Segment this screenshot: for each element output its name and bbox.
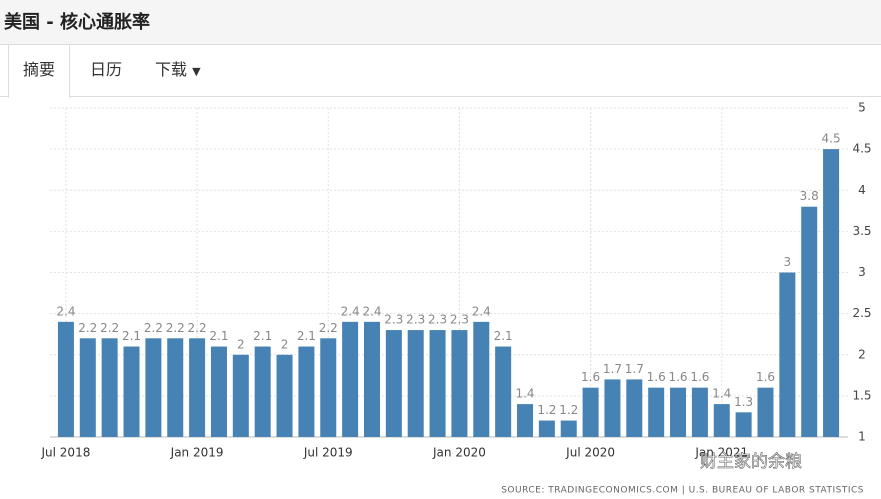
watermark: 财主家的余粮 — [700, 452, 802, 472]
y-tick-label: 1.5 — [852, 388, 871, 402]
page-title: 美国 - 核心通胀率 — [4, 12, 151, 33]
value-label: 1.7 — [625, 362, 644, 376]
bar — [451, 330, 468, 437]
bar — [407, 330, 424, 437]
bar — [670, 387, 687, 437]
value-label: 3.8 — [800, 189, 819, 203]
value-label: 2.3 — [406, 313, 425, 327]
value-label: 2.3 — [450, 313, 469, 327]
value-label: 2.2 — [100, 321, 119, 335]
bar — [517, 404, 534, 437]
value-label: 2 — [237, 337, 245, 351]
bar — [713, 404, 730, 437]
value-label: 1.6 — [756, 370, 775, 384]
bar — [582, 387, 599, 437]
value-label: 2.1 — [209, 329, 228, 343]
value-label: 2.1 — [297, 329, 316, 343]
y-tick-label: 2.5 — [852, 306, 871, 320]
y-tick-label: 2 — [858, 347, 866, 361]
y-tick-label: 4.5 — [852, 142, 871, 156]
bar — [342, 321, 359, 437]
value-label: 2.3 — [384, 313, 403, 327]
x-tick-label: Jul 2019 — [303, 446, 353, 460]
bar — [648, 387, 665, 437]
value-label: 2.4 — [362, 304, 381, 318]
bar — [823, 149, 840, 437]
value-label: 1.7 — [603, 362, 622, 376]
value-label: 2.1 — [253, 329, 272, 343]
y-tick-label: 4 — [858, 183, 866, 197]
value-label: 1.2 — [559, 403, 578, 417]
value-label: 2.4 — [472, 304, 491, 318]
bar — [276, 354, 293, 437]
bar — [298, 346, 315, 437]
value-label: 2.2 — [166, 321, 185, 335]
bar — [626, 379, 643, 437]
value-label: 1.2 — [537, 403, 556, 417]
value-label: 1.4 — [712, 387, 731, 401]
bar — [604, 379, 621, 437]
y-tick-label: 3.5 — [852, 224, 871, 238]
value-label: 1.3 — [734, 395, 753, 409]
bar — [560, 420, 577, 437]
bar — [145, 338, 162, 437]
bar — [385, 330, 402, 437]
value-label: 2.2 — [78, 321, 97, 335]
bar — [254, 346, 271, 437]
value-label: 2.1 — [122, 329, 141, 343]
bar — [101, 338, 118, 437]
value-label: 2.4 — [341, 304, 360, 318]
value-label: 3 — [784, 255, 792, 269]
x-tick-label: Jan 2019 — [170, 446, 224, 460]
bar — [473, 321, 490, 437]
x-tick-label: Jan 2020 — [432, 446, 486, 460]
x-tick-label: Jul 2020 — [565, 446, 615, 460]
bar — [57, 321, 74, 437]
bar — [757, 387, 774, 437]
value-label: 2.2 — [144, 321, 163, 335]
dropdown-arrow: ▼ — [192, 65, 201, 78]
title-bar: 美国 - 核心通胀率 — [0, 0, 881, 44]
x-tick-label: Jul 2018 — [41, 446, 91, 460]
bar — [429, 330, 446, 437]
value-label: 4.5 — [822, 132, 841, 146]
bar — [167, 338, 184, 437]
tab[interactable]: 下载 ▼ — [141, 45, 215, 96]
value-label: 2.2 — [319, 321, 338, 335]
x-tick-label: Jan 2021 — [694, 446, 748, 460]
bar — [735, 412, 752, 437]
bar — [779, 272, 796, 437]
y-tick-label: 1 — [858, 430, 866, 444]
value-label: 1.6 — [581, 370, 600, 384]
tab-label: 下载 — [155, 60, 188, 79]
tab-bar: 摘要 日历 下载 ▼ — [0, 44, 881, 98]
value-label: 1.4 — [515, 387, 534, 401]
bar — [363, 321, 380, 437]
tab[interactable]: 摘要 — [8, 45, 71, 98]
value-label: 1.6 — [647, 370, 666, 384]
value-label: 2.1 — [494, 329, 513, 343]
value-label: 2.3 — [428, 313, 447, 327]
value-label: 1.6 — [690, 370, 709, 384]
chart: 1 1.5 2 2.5 3 3.5 4 4.5 5 Jul 2018 Jan 2019 Jul 201… — [41, 101, 872, 496]
bar — [123, 346, 140, 437]
source: SOURCE: TRADINGECONOMICS.COM | U.S. BURE… — [501, 486, 864, 496]
value-label: 1.6 — [668, 370, 687, 384]
bar — [691, 387, 708, 437]
value-label: 2.2 — [188, 321, 207, 335]
bar — [320, 338, 337, 437]
y-tick-label: 3 — [858, 265, 866, 279]
bar — [210, 346, 227, 437]
tab[interactable]: 日历 — [90, 60, 123, 79]
bar — [79, 338, 96, 437]
bar — [495, 346, 512, 437]
value-label: 2 — [281, 337, 289, 351]
bar — [232, 354, 249, 437]
bar — [189, 338, 206, 437]
value-label: 2.4 — [56, 304, 75, 318]
y-tick-label: 5 — [858, 101, 866, 115]
bar — [801, 206, 818, 437]
bar — [538, 420, 555, 437]
